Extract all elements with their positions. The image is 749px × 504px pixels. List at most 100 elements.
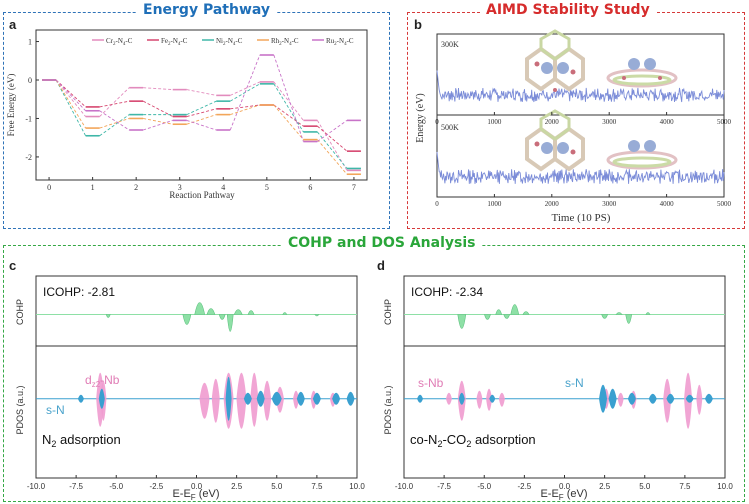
x-tick-label: 0 [435,200,439,208]
pdos-n-peak [666,393,675,404]
connector [143,119,173,131]
cohp-peak [625,314,633,324]
panel-label-b: b [414,17,422,32]
connector [317,125,348,152]
series-Ru2-N4-C [42,54,361,143]
cohp-peak [484,314,491,320]
structure-side-view-500k [606,140,678,170]
x-tick-label: 1000 [487,200,502,208]
pdos-nb-peak [445,392,452,405]
cohp-peak [247,310,255,315]
pdos-n-peak [332,392,341,405]
adsorption-label-c: N2 adsorption [42,432,121,449]
cohp-dos-chart-c: -10.0 -7.5 -5.0 -2.5 0.0 2.5 5.0 7.5 10.0 ICOHP:… [15,275,365,502]
pdos-n-peak [225,376,232,421]
cohp-peak [615,312,623,315]
energy-xlabel: Reaction Pathway [169,190,235,200]
cohp-peak [105,314,111,318]
x-tick-label: 0 [435,118,439,126]
energy-xlabel-d: E-EF (eV) [540,488,587,502]
energy-ylabel: Free Energy (eV) [6,74,16,137]
connector [55,79,86,117]
cohp-peak [194,302,206,315]
connector [142,100,173,117]
aimd-500k-plot: 500K [436,109,725,198]
cohp-peak [182,314,192,325]
x-tick-label: 5000 [717,200,732,208]
x-tick-label: 0.0 [191,482,203,491]
x-tick-label: -10.0 [27,482,46,491]
x-tick-label: 5.0 [271,482,283,491]
connector [229,54,261,131]
connector [230,104,260,116]
aimd-title: AIMD Stability Study [480,2,656,18]
aimd-500k-label: 500K [441,123,459,132]
connector [186,100,217,116]
structure-top-view-500k [525,109,585,172]
x-tick-label: -10.0 [395,482,414,491]
aimd-300k-label: 300K [441,40,459,49]
connector [99,100,130,108]
connector [143,87,173,91]
cohp-peak [206,308,216,315]
species-label-dz2-nb: dz2-Nb [85,373,120,389]
cohp-peak [510,304,520,315]
x-tick-label: 7.5 [311,482,323,491]
structure-top-view-300k [525,29,585,92]
y-tick-label: -2 [25,153,32,162]
aimd-ylabel: Energy (eV) [415,93,426,143]
connector [55,79,86,112]
pdos-nb-peak [663,378,672,423]
cohp-peak [282,312,288,315]
cohp-ylabel-c: COHP [15,299,25,325]
x-tick-label: 0 [47,183,51,192]
x-tick-label: 10.0 [349,482,365,491]
pdos-n-peak [243,392,252,405]
pdos-n-peak [346,391,355,406]
cohp-peak [314,314,320,317]
pdos-nb-peak [199,382,210,419]
cohp-peak [457,314,467,329]
cohp-peak [645,312,651,315]
legend-entry: Ni2-N4-C [216,37,243,47]
x-tick-label: 6 [308,183,312,192]
legend-entry: Ru2-N4-C [326,37,354,47]
pdos-ylabel-d: PDOS (a.u.) [383,385,393,434]
connector [143,118,173,125]
connector [273,54,304,142]
connector [186,108,217,117]
cohp-peak [522,311,530,315]
pdos-nb-peak [486,388,493,411]
pdos-n-peak [685,394,694,403]
adsorption-label-d: co-N2-CO2 adsorption [410,432,536,449]
pdos-nb-peak [211,378,220,423]
panel-label-a: a [9,17,17,32]
aimd-300k-trace [436,70,725,103]
x-tick-label: 0.0 [559,482,571,491]
connector [273,104,304,140]
connector [186,119,217,131]
x-tick-label: 2 [134,183,138,192]
pdos-n-peak [648,393,657,404]
connector [186,114,217,125]
connector [99,118,130,129]
energy-pathway-chart: 0 1 2 3 4 5 6 7 -2 -1 0 1 Cr2-N4-C Fe2-N4-C Ni2-N4-C R… [6,29,368,200]
connector [273,83,304,133]
pdos-n-peak [417,394,424,403]
panel-label-d: d [377,258,385,273]
cohp-peak [495,309,503,315]
x-tick-label: -7.5 [437,482,451,491]
x-tick-label: 10.0 [717,482,733,491]
y-tick-label: 1 [28,38,32,47]
connector [99,87,130,117]
pdos-nb-peak [696,384,703,415]
series-Ni2-N4-C [42,79,361,170]
x-tick-label: 5 [265,183,269,192]
x-tick-label: 1000 [487,118,502,126]
aimd-xlabel: Time (10 PS) [552,212,611,224]
connector [317,131,348,169]
connector [273,104,304,127]
legend-entry: Rh2-N4-C [271,37,299,47]
plot-area-a [35,29,368,181]
pdos-n-peak [599,384,608,413]
